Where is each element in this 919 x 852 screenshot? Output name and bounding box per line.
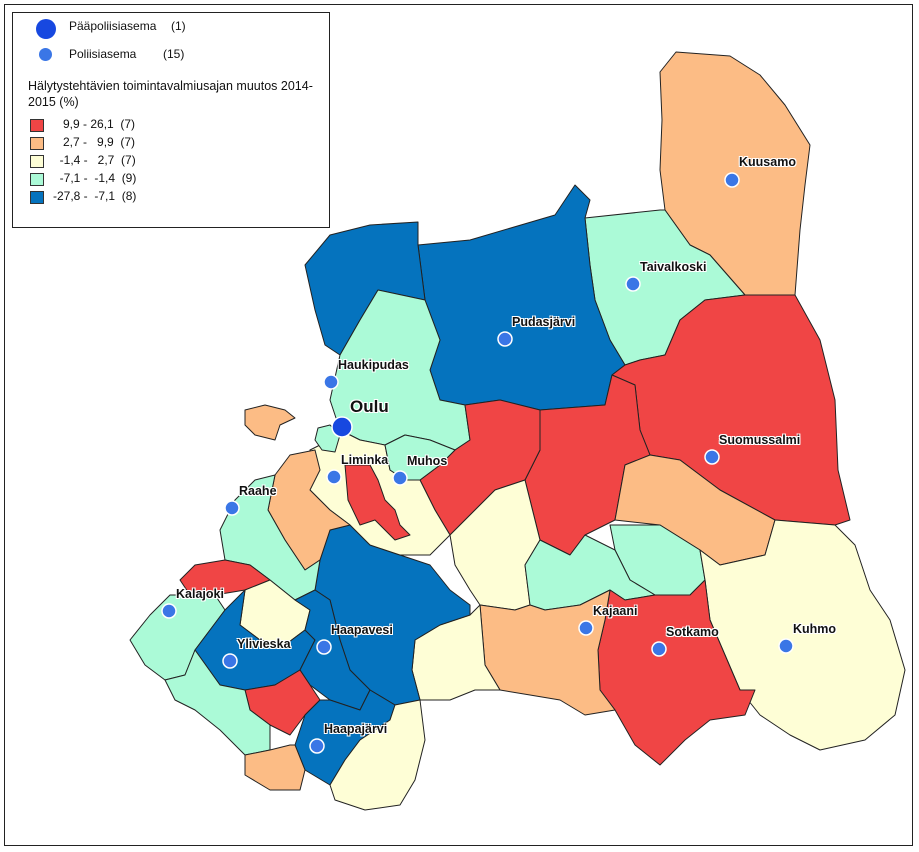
- label-oulu: Oulu: [350, 397, 389, 416]
- marker-kuhmo: [778, 638, 794, 654]
- label-haapajarvi: Haapajärvi: [324, 722, 388, 736]
- label-muhos: Muhos: [407, 454, 448, 468]
- region-reisjarvi: [244, 744, 306, 791]
- legend-swatch: [30, 173, 44, 186]
- label-suomussalmi: Suomussalmi: [719, 433, 801, 447]
- region-hailuoto: [244, 404, 296, 441]
- marker-kalajoki: [161, 603, 177, 619]
- legend-swatch: [30, 137, 44, 150]
- marker-oulu: [331, 416, 353, 438]
- legend-swatch: [30, 119, 44, 132]
- legend-station-count: (15): [163, 47, 185, 61]
- legend-main-station-label: Pääpoliisiasema: [69, 19, 157, 33]
- region-pyhajarvi: [329, 699, 426, 811]
- label-liminka: Liminka: [341, 453, 389, 467]
- label-kuhmo: Kuhmo: [793, 622, 837, 636]
- main-station-symbol: [36, 19, 56, 39]
- label-haapavesi: Haapavesi: [331, 623, 393, 637]
- label-sotkamo: Sotkamo: [666, 625, 719, 639]
- label-kajaani: Kajaani: [593, 604, 638, 618]
- legend-swatch: [30, 155, 44, 168]
- region-kempele: [344, 464, 411, 541]
- marker-haukipudas: [323, 374, 339, 390]
- marker-muhos: [392, 470, 408, 486]
- marker-sotkamo: [651, 641, 667, 657]
- legend-class-label: 9,9 - 26,1 (7): [53, 117, 136, 131]
- label-kalajoki: Kalajoki: [176, 587, 224, 601]
- marker-liminka: [326, 469, 342, 485]
- label-taivalkoski: Taivalkoski: [640, 260, 707, 274]
- station-symbol: [39, 48, 52, 61]
- label-raahe: Raahe: [239, 484, 277, 498]
- region-kajaani: [479, 589, 616, 716]
- region-alavieska: [164, 649, 271, 756]
- marker-raahe: [224, 500, 240, 516]
- marker-haapavesi: [316, 639, 332, 655]
- label-pudasjarvi: Pudasjärvi: [512, 315, 576, 329]
- marker-taivalkoski: [625, 276, 641, 292]
- legend-class-label: -1,4 - 2,7 (7): [53, 153, 136, 167]
- legend-class-label: -27,8 - -7,1 (8): [53, 189, 137, 203]
- marker-suomussalmi: [704, 449, 720, 465]
- marker-kuusamo: [724, 172, 740, 188]
- marker-ylivieska: [222, 653, 238, 669]
- marker-pudasjarvi: [497, 331, 513, 347]
- legend-class-label: -7,1 - -1,4 (9): [53, 171, 137, 185]
- map-legend: Pääpoliisiasema (1) Poliisiasema (15) Hä…: [12, 12, 330, 228]
- legend-station-label: Poliisiasema: [69, 47, 137, 61]
- label-kuusamo: Kuusamo: [739, 155, 796, 169]
- legend-main-station-count: (1): [171, 19, 186, 33]
- legend-swatch: [30, 191, 44, 204]
- legend-title: Hälytystehtävien toimintavalmiusajan muu…: [28, 79, 313, 109]
- label-haukipudas: Haukipudas: [338, 358, 409, 372]
- marker-kajaani: [578, 620, 594, 636]
- marker-haapajarvi: [309, 738, 325, 754]
- legend-class-label: 2,7 - 9,9 (7): [53, 135, 136, 149]
- label-ylivieska: Ylivieska: [237, 637, 291, 651]
